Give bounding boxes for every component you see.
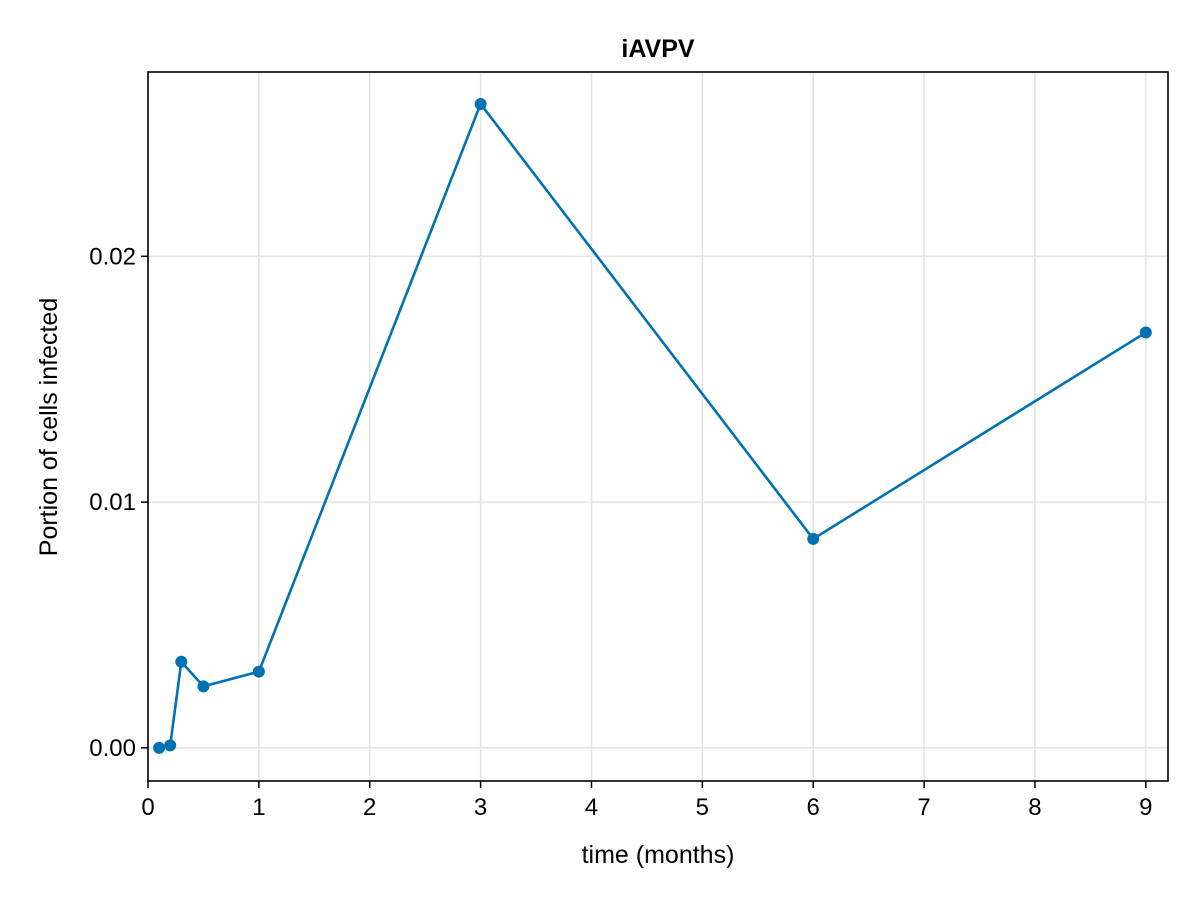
grid-lines	[147, 72, 1168, 781]
x-tick-label: 8	[1028, 794, 1041, 821]
data-point-marker	[197, 680, 210, 693]
y-axis-title: Portion of cells infected	[35, 298, 63, 556]
x-tick-label: 6	[807, 794, 820, 821]
data-point-marker	[164, 739, 177, 752]
series-line	[158, 102, 1147, 750]
data-point-marker	[153, 741, 166, 754]
chart-title: iAVPV	[621, 35, 694, 63]
x-tick-label: 9	[1139, 794, 1152, 821]
x-tick-label: 3	[474, 794, 487, 821]
plot-frame	[147, 71, 1169, 782]
x-tick-label: 1	[252, 794, 265, 821]
data-point-marker	[474, 97, 487, 110]
x-tick-label: 2	[363, 794, 376, 821]
y-tick-label: 0.01	[89, 489, 136, 516]
x-tick-label: 5	[696, 794, 709, 821]
data-point-marker	[252, 665, 265, 678]
series-layer	[153, 97, 1152, 754]
x-tick-label: 4	[585, 794, 598, 821]
y-tick-label: 0.00	[89, 735, 136, 762]
y-tick-label: 0.02	[89, 243, 136, 270]
x-axis-title: time (months)	[582, 841, 735, 869]
data-point-marker	[807, 532, 820, 545]
axis-ticks: 0 1 2 3 4 5 6 7 8 9 0.00 0.01 0.02	[89, 243, 1152, 821]
data-point-marker	[1139, 326, 1152, 339]
data-point-marker	[175, 655, 188, 668]
x-tick-label: 0	[141, 794, 154, 821]
x-tick-label: 7	[917, 794, 930, 821]
